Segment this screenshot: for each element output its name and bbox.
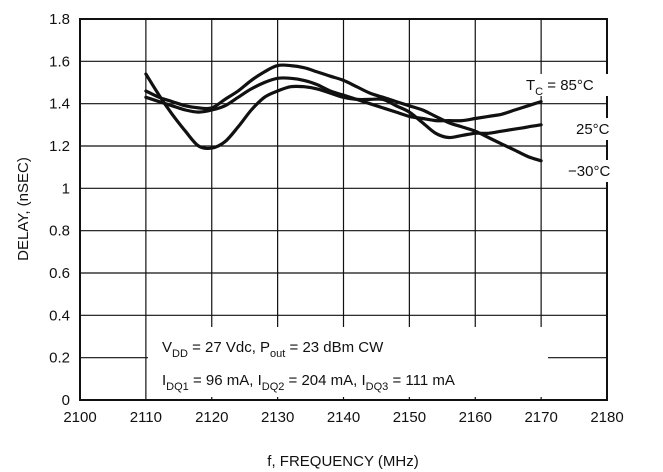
y-tick-label: 0.4 (49, 307, 70, 324)
series-line (144, 72, 543, 151)
annotation-box (148, 327, 548, 397)
series-labels: TC = 85°C 25°C −30°C (522, 74, 628, 182)
x-tick-label: 2130 (261, 409, 294, 426)
y-tick-label: 1.6 (49, 53, 70, 70)
series-label: TC = 85°C (526, 77, 594, 98)
y-tick-label: 0.6 (49, 265, 70, 282)
series-label-bg (572, 118, 628, 140)
x-tick-label: 2100 (63, 409, 96, 426)
condition-annotations: VDD = 27 Vdc, Pout = 23 dBm CW IDQ1 = 96 … (162, 339, 455, 393)
condition-line: VDD = 27 Vdc, Pout = 23 dBm CW (162, 339, 384, 360)
series-lines (144, 63, 543, 163)
y-axis-title: DELAY, (nSEC) (15, 157, 32, 261)
x-tick-label: 2150 (393, 409, 426, 426)
series-line (144, 63, 543, 163)
y-tick-labels: 0 0.2 0.4 0.6 0.8 1 1.2 1.4 1.6 1.8 (49, 11, 70, 409)
y-tick-label: 1 (62, 180, 70, 197)
series-label-bg (522, 74, 620, 96)
y-tick-label: 0 (62, 392, 70, 409)
condition-line: IDQ1 = 96 mA, IDQ2 = 204 mA, IDQ3 = 111 … (162, 372, 455, 393)
series-label-bg (564, 160, 620, 182)
series-label: −30°C (568, 163, 610, 180)
series-label: 25°C (576, 121, 610, 138)
y-tick-label: 0.2 (49, 350, 70, 367)
x-tick-label: 2160 (459, 409, 492, 426)
x-tick-label: 2180 (590, 409, 623, 426)
series-line (144, 76, 543, 123)
x-tick-labels: 2100 2110 2120 2130 2140 2150 2160 2170 2180 (63, 409, 623, 426)
x-axis-title: f, FREQUENCY (MHz) (267, 453, 418, 470)
y-tick-label: 0.8 (49, 223, 70, 240)
x-tick-label: 2110 (130, 409, 162, 426)
y-tick-label: 1.4 (49, 96, 70, 113)
y-tick-label: 1.2 (49, 138, 70, 155)
y-tick-label: 1.8 (49, 11, 70, 28)
x-tick-label: 2170 (524, 409, 557, 426)
x-tick-label: 2120 (195, 409, 228, 426)
x-tick-label: 2140 (327, 409, 360, 426)
